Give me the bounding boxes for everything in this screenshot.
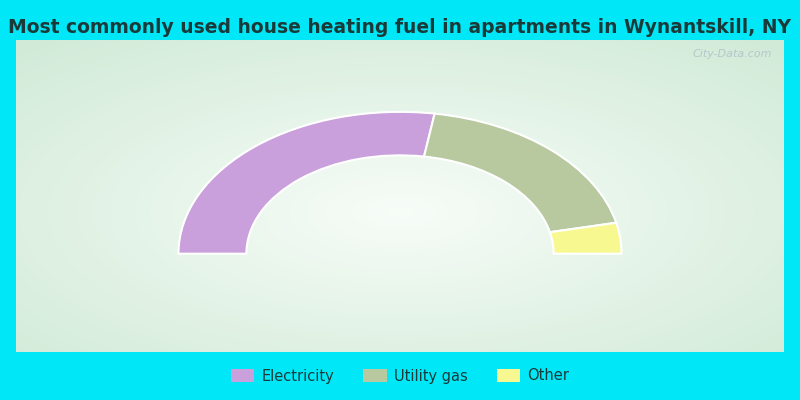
Wedge shape xyxy=(178,112,434,254)
Legend: Electricity, Utility gas, Other: Electricity, Utility gas, Other xyxy=(230,368,570,384)
Wedge shape xyxy=(424,114,616,232)
Text: City-Data.com: City-Data.com xyxy=(693,49,773,59)
Wedge shape xyxy=(550,223,622,254)
Text: Most commonly used house heating fuel in apartments in Wynantskill, NY: Most commonly used house heating fuel in… xyxy=(9,18,791,37)
